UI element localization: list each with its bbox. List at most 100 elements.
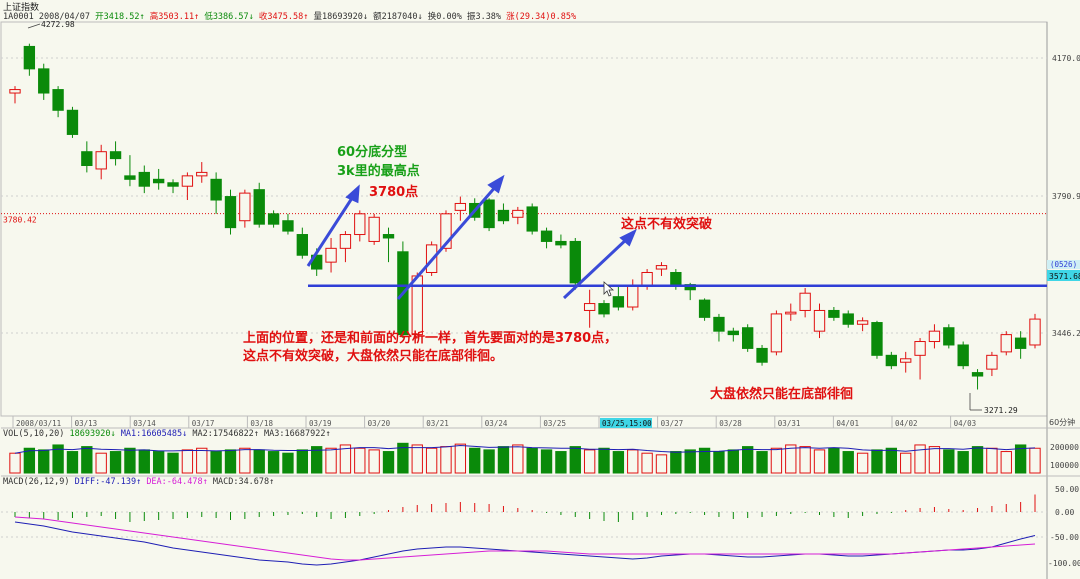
macd-tick: -50.00 <box>1050 533 1079 542</box>
candle-body[interactable] <box>900 358 912 363</box>
candle-body[interactable] <box>742 327 754 349</box>
candle-body[interactable] <box>971 372 984 377</box>
candle-body[interactable] <box>943 327 955 346</box>
candle-body[interactable] <box>267 213 280 225</box>
candle-body[interactable] <box>354 213 366 236</box>
candle-body[interactable] <box>181 175 194 187</box>
volume-bar <box>856 452 869 474</box>
volume-bar <box>325 447 337 474</box>
macd-dea: DEA:-64.478↑ <box>146 477 208 487</box>
candle-body[interactable] <box>224 196 237 229</box>
candle-body[interactable] <box>713 316 725 332</box>
candle-body[interactable] <box>440 213 452 249</box>
candle-body[interactable] <box>842 313 854 325</box>
candle-body[interactable] <box>828 309 840 318</box>
volume-bar <box>612 451 625 474</box>
candle-body[interactable] <box>239 192 251 222</box>
candle-body[interactable] <box>196 171 208 177</box>
volume-bar <box>627 449 639 474</box>
candle-body[interactable] <box>66 109 79 135</box>
candle-body[interactable] <box>512 209 524 218</box>
candle-body[interactable] <box>555 240 567 246</box>
vol-title: VOL(5,10,20) <box>3 429 65 439</box>
annotation-3780: 3780点 <box>369 185 419 200</box>
time-tick: 03/28 <box>719 419 742 428</box>
candle-body[interactable] <box>698 299 711 318</box>
macd-diff: DIFF:-47.139↑ <box>74 477 142 487</box>
candle-body[interactable] <box>95 151 107 170</box>
candle-body[interactable] <box>282 220 294 232</box>
candle-body[interactable] <box>210 178 222 201</box>
time-tick: 03/18 <box>250 419 273 428</box>
vol-ma3: MA3:16687922↑ <box>264 429 331 439</box>
candle-body[interactable] <box>526 206 538 232</box>
candle-body[interactable] <box>339 234 352 249</box>
candle-body[interactable] <box>598 303 610 315</box>
candle-body[interactable] <box>325 247 337 263</box>
candle-body[interactable] <box>727 330 739 336</box>
quote-bar: 1A0001 2008/04/07 开3418.52↑ 高3503.11↑ 低3… <box>3 10 576 22</box>
candle-body[interactable] <box>627 285 639 308</box>
volume-bar <box>239 447 251 474</box>
candle-body[interactable] <box>655 265 668 270</box>
candle-body[interactable] <box>253 189 265 225</box>
volume-bar <box>756 451 768 474</box>
amplitude-value: 振3.38% <box>466 12 502 22</box>
candle-body[interactable] <box>52 89 64 111</box>
candle-body[interactable] <box>167 182 179 187</box>
candle-body[interactable] <box>928 330 941 343</box>
candle-body[interactable] <box>957 344 969 367</box>
candle-body[interactable] <box>813 309 826 332</box>
volume-bar <box>38 449 50 474</box>
candle-body[interactable] <box>641 271 653 287</box>
candle-body[interactable] <box>1014 337 1027 349</box>
time-tick: 04/01 <box>836 419 859 428</box>
high-label-leader <box>27 23 41 29</box>
volume-bar <box>583 449 596 474</box>
candle-body[interactable] <box>540 230 553 242</box>
candle-body[interactable] <box>296 234 308 256</box>
candle-body[interactable] <box>124 175 136 180</box>
candle-body[interactable] <box>368 216 380 242</box>
candle-body[interactable] <box>856 320 869 325</box>
price-tick: 4170.0 <box>1052 54 1080 63</box>
candle-body[interactable] <box>885 354 898 367</box>
candle-body[interactable] <box>756 347 768 363</box>
volume-bar <box>799 446 811 474</box>
candle-body[interactable] <box>152 178 165 184</box>
time-tick: 03/17 <box>192 419 215 428</box>
candle-body[interactable] <box>914 341 926 356</box>
candle-body[interactable] <box>871 322 883 356</box>
candle-body[interactable] <box>612 296 625 308</box>
volume-bar <box>598 447 610 474</box>
vol-tick: 200000 <box>1050 443 1079 452</box>
price-tick: 3790.9 <box>1052 192 1080 201</box>
volume-bar <box>684 449 696 474</box>
candle-body[interactable] <box>23 45 36 70</box>
vol-tick: 100000 <box>1050 461 1079 470</box>
candle-body[interactable] <box>109 151 122 160</box>
volume-bar <box>95 452 107 474</box>
candle-body[interactable] <box>670 271 682 286</box>
candle-body[interactable] <box>9 89 21 94</box>
candle-body[interactable] <box>770 313 783 353</box>
candle-body[interactable] <box>785 311 797 315</box>
candle-body[interactable] <box>483 199 495 229</box>
candle-body[interactable] <box>138 171 150 187</box>
candle-body[interactable] <box>583 303 596 311</box>
candle-body[interactable] <box>38 68 50 94</box>
candle-body[interactable] <box>1029 318 1041 346</box>
candle-body[interactable] <box>497 209 510 222</box>
macd-header: MACD(26,12,9) DIFF:-47.139↑ DEA:-64.478↑… <box>3 477 274 487</box>
candle-body[interactable] <box>81 151 93 167</box>
candle-body[interactable] <box>799 292 811 311</box>
volume-bar <box>9 452 21 474</box>
candle-body[interactable] <box>986 354 998 370</box>
volume-bar <box>497 446 510 474</box>
candle-body[interactable] <box>1000 334 1012 353</box>
candle-body[interactable] <box>454 202 467 211</box>
period-label[interactable]: 60分钟 <box>1049 417 1075 427</box>
candle-body[interactable] <box>382 234 395 239</box>
candle-body[interactable] <box>569 240 581 284</box>
